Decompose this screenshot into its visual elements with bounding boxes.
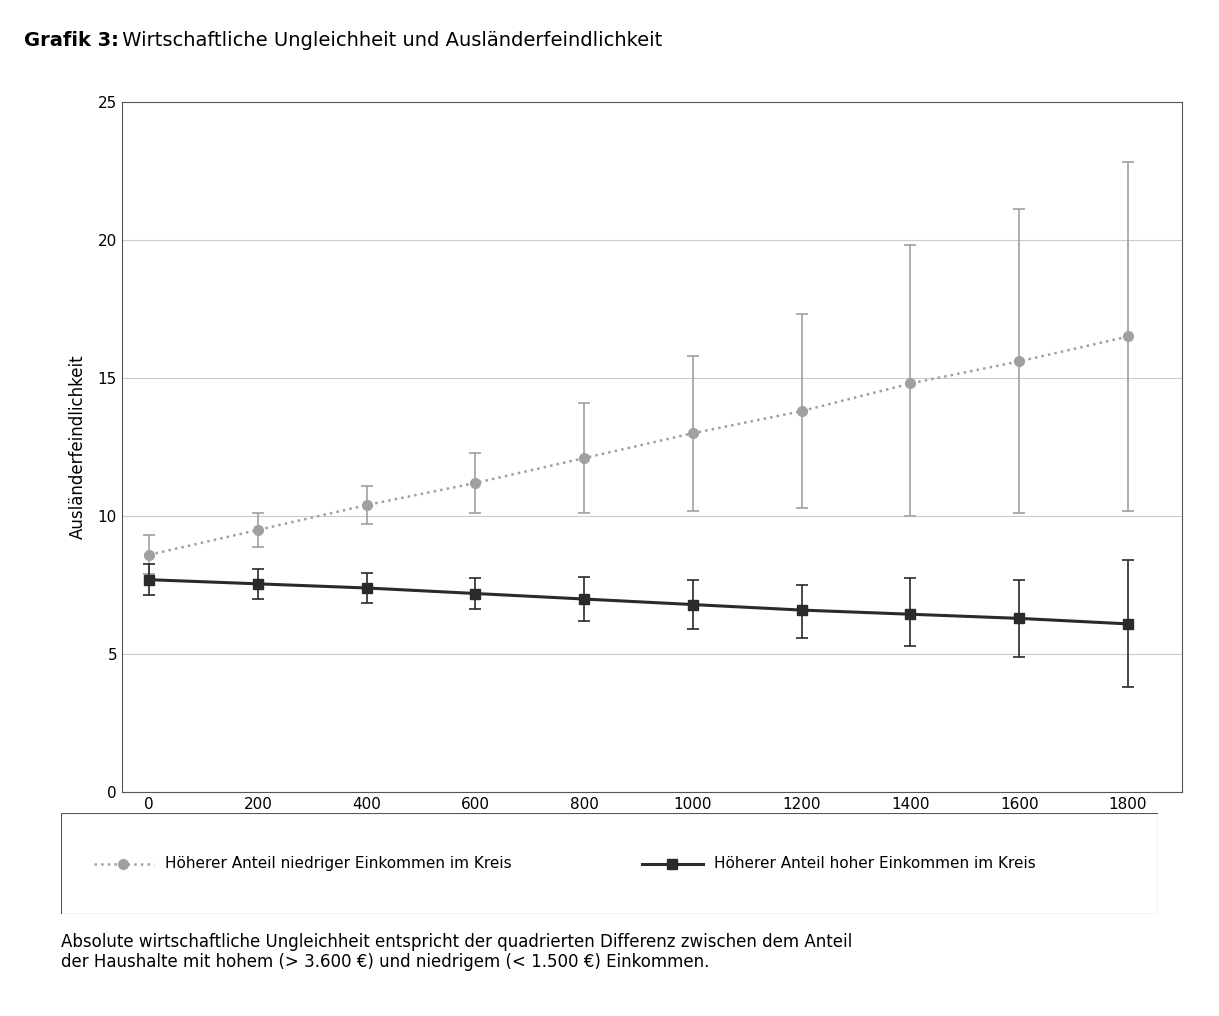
Text: Absolute wirtschaftliche Ungleichheit entspricht der quadrierten Differenz zwisc: Absolute wirtschaftliche Ungleichheit en… xyxy=(61,933,852,971)
FancyBboxPatch shape xyxy=(61,813,1158,914)
Text: Höherer Anteil hoher Einkommen im Kreis: Höherer Anteil hoher Einkommen im Kreis xyxy=(714,856,1035,871)
Text: Wirtschaftliche Ungleichheit und Ausländerfeindlichkeit: Wirtschaftliche Ungleichheit und Ausländ… xyxy=(116,31,662,50)
Y-axis label: Ausländerfeindlichkeit: Ausländerfeindlichkeit xyxy=(68,355,87,539)
Text: Grafik 3:: Grafik 3: xyxy=(24,31,119,50)
Text: Höherer Anteil niedriger Einkommen im Kreis: Höherer Anteil niedriger Einkommen im Kr… xyxy=(166,856,512,871)
X-axis label: Absolute wirtschaftliche Ungleichheit: Absolute wirtschaftliche Ungleichheit xyxy=(497,823,807,841)
